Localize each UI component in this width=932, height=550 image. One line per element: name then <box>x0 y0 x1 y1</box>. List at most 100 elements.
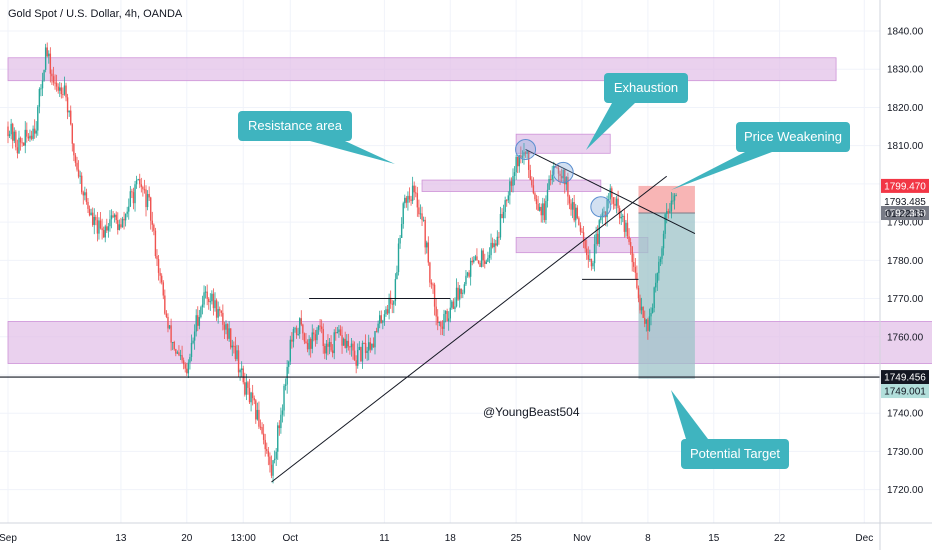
candle <box>457 287 459 300</box>
candle <box>391 303 393 305</box>
candle <box>393 301 395 305</box>
candle <box>645 319 648 324</box>
x-tick-label: 20 <box>181 533 193 544</box>
candle <box>228 328 230 339</box>
candle <box>672 200 674 202</box>
candle <box>527 151 530 170</box>
candle <box>248 387 251 403</box>
candle <box>484 260 486 264</box>
candle <box>203 292 205 305</box>
candle <box>30 135 33 139</box>
y-tick-label: 1780.00 <box>887 256 924 267</box>
candle <box>187 362 190 374</box>
candle <box>128 206 130 212</box>
candle <box>446 310 448 322</box>
candle <box>640 306 643 311</box>
candle <box>469 260 472 277</box>
candle <box>87 201 89 209</box>
candle <box>603 211 605 213</box>
candle <box>429 262 431 283</box>
candle <box>549 179 552 181</box>
candle <box>275 451 277 459</box>
candle <box>35 130 37 134</box>
candle <box>26 129 28 137</box>
candle <box>338 329 340 333</box>
candle <box>195 315 197 332</box>
y-tick-label: 1770.00 <box>887 294 924 305</box>
candle <box>306 343 309 350</box>
candle <box>85 192 88 202</box>
candle <box>186 368 188 374</box>
watermark-text: @YoungBeast504 <box>483 405 580 419</box>
candle <box>308 339 310 350</box>
callout-resistance: Resistance area <box>238 111 395 164</box>
candle <box>382 320 384 323</box>
callout-box <box>604 73 688 103</box>
candle <box>201 304 204 308</box>
candle <box>68 110 70 113</box>
candles <box>7 42 677 484</box>
candle <box>320 326 323 330</box>
candle <box>215 300 218 318</box>
candle <box>240 368 243 370</box>
candle <box>346 340 348 348</box>
candle <box>595 233 597 245</box>
resistance-zone <box>7 321 932 364</box>
candle <box>656 273 658 283</box>
candle <box>532 185 535 194</box>
candle <box>192 340 194 343</box>
candle <box>655 282 657 288</box>
y-tick-label: 1840.00 <box>887 27 924 38</box>
candle <box>264 439 266 450</box>
y-tick-label: 1830.00 <box>887 65 924 76</box>
candle <box>226 324 229 339</box>
candle <box>538 206 541 211</box>
candle <box>81 175 83 193</box>
candle <box>110 215 113 220</box>
candle <box>90 212 92 216</box>
candle <box>407 195 409 203</box>
candle <box>70 110 72 125</box>
candle <box>112 215 114 218</box>
candle <box>452 301 455 309</box>
candle <box>190 342 193 358</box>
candle <box>234 346 237 359</box>
candle <box>600 216 602 221</box>
x-tick-label: Sep <box>0 533 17 544</box>
candle <box>82 192 84 196</box>
candle <box>424 219 426 248</box>
candle <box>302 324 304 334</box>
candle <box>623 215 626 232</box>
candle <box>281 410 284 415</box>
candle <box>109 219 111 227</box>
callouts: Resistance area Exhaustion Price Weakening… <box>238 73 850 469</box>
candle <box>490 242 492 256</box>
candle <box>518 154 520 167</box>
candle <box>46 47 48 57</box>
candle <box>364 343 367 353</box>
candle <box>551 174 553 180</box>
candle <box>443 313 445 329</box>
candle <box>517 156 519 167</box>
x-tick-label: 22 <box>774 533 786 544</box>
y-tick-label: 1810.00 <box>887 141 924 152</box>
candle <box>65 85 67 98</box>
candle <box>21 142 23 144</box>
callout-label: Exhaustion <box>614 80 678 95</box>
candle <box>22 142 25 146</box>
price-tag-label: 1792.380 <box>884 209 926 220</box>
candle <box>251 392 254 398</box>
resistance-zone <box>7 57 837 82</box>
candle <box>526 151 528 154</box>
candle <box>487 257 489 262</box>
candle <box>360 346 362 362</box>
candle <box>140 184 143 187</box>
candle <box>247 382 249 388</box>
candle <box>636 272 638 288</box>
candle <box>295 328 298 335</box>
candle <box>589 258 591 260</box>
candle <box>142 186 144 190</box>
candle <box>63 85 66 95</box>
price-tag-bg <box>881 206 929 221</box>
candle <box>170 325 172 343</box>
